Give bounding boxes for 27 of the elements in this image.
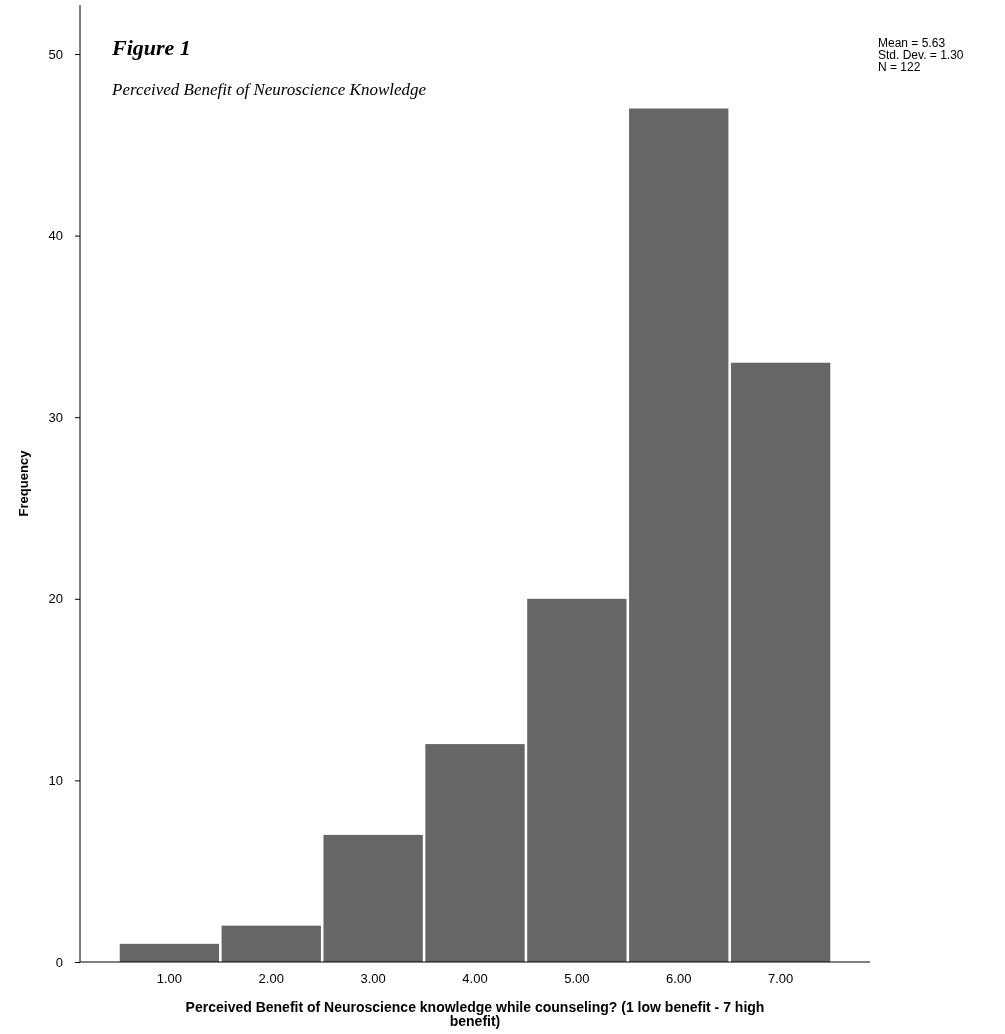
y-tick-label: 30 [48, 409, 63, 425]
text: N = 122 [878, 60, 921, 74]
x-tick-label: 6.00 [666, 971, 692, 987]
y-tick-label: 0 [55, 954, 63, 970]
y-tick-label: 50 [48, 46, 63, 62]
y-tick-label: 20 [48, 591, 63, 607]
x-tick-label: 2.00 [258, 971, 284, 987]
bar [425, 744, 525, 962]
text: Figure 1 [111, 35, 191, 60]
x-axis-title: Perceived Benefit of Neuroscience knowledge while counseling? (1 low benefit - 7 high benefit) [185, 999, 765, 1029]
x-tick-label: 1.00 [156, 971, 183, 987]
y-tick-label: 10 [48, 773, 63, 789]
text: Perceived Benefit of Neuroscience Knowledge [111, 80, 427, 99]
bar [527, 598, 627, 962]
x-tick-label: 7.00 [767, 971, 794, 987]
bar [730, 362, 831, 962]
y-axis-title: Frequency [16, 449, 31, 517]
bar [119, 943, 220, 962]
x-tick-label: 5.00 [564, 971, 590, 987]
text: Mean = 5.63 [878, 36, 946, 50]
text: Std. Dev. = 1.30 [878, 48, 964, 62]
y-tick-label: 40 [48, 228, 63, 244]
x-tick-label: 4.00 [462, 971, 488, 987]
bar [221, 925, 321, 962]
bar [323, 834, 423, 962]
bar [629, 108, 729, 962]
x-tick-label: 3.00 [360, 971, 386, 987]
